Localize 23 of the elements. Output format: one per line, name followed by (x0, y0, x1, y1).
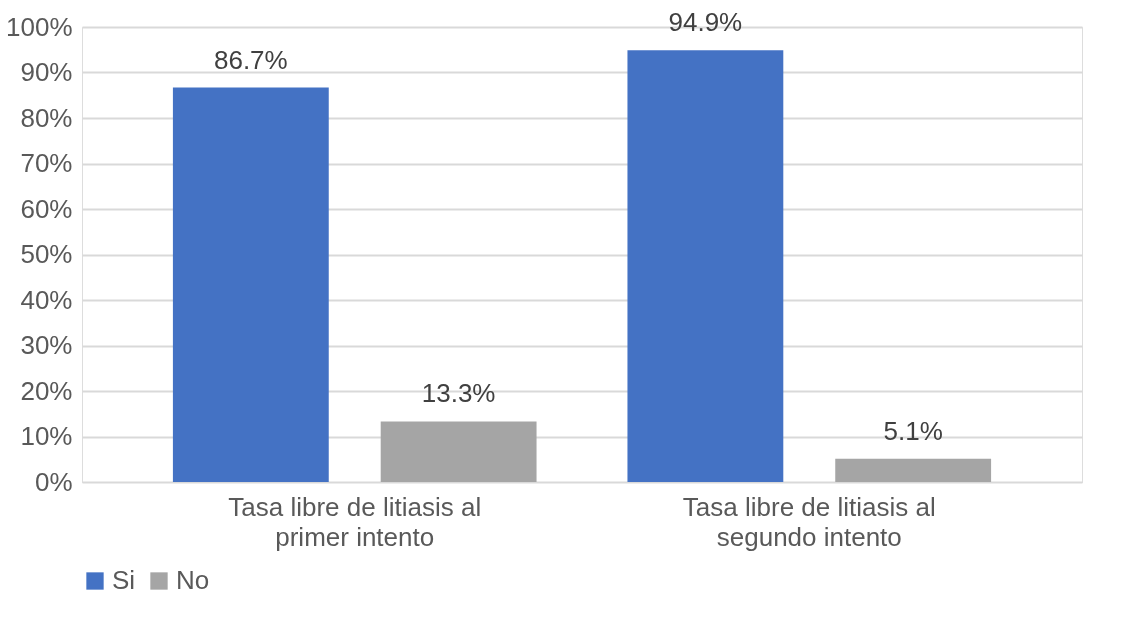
bar (627, 50, 784, 482)
y-tick-label: 60% (20, 193, 73, 224)
y-tick-label: 50% (20, 239, 73, 269)
x-tick-label: Tasa libre de litiasis al segundo intento (682, 491, 936, 552)
x-tick-label: Tasa libre de litiasis al primer intento (228, 491, 482, 552)
bar (172, 87, 329, 482)
data-label: 86.7% (213, 44, 288, 75)
y-tick-label: 90% (20, 57, 73, 87)
data-label: 94.9% (668, 7, 743, 38)
y-tick-label: 0% (34, 466, 73, 497)
bar (835, 458, 992, 482)
data-label: 13.3% (421, 378, 496, 409)
y-tick-label: 20% (20, 375, 73, 406)
y-tick-label: 40% (20, 284, 73, 315)
y-tick-label: 100% (6, 11, 73, 42)
y-tick-label: 80% (20, 102, 73, 133)
y-tick-label: 30% (20, 330, 73, 360)
y-tick-label: 70% (20, 148, 73, 178)
legend-label: No (176, 565, 210, 595)
y-tick-label: 10% (20, 421, 73, 451)
bar (380, 421, 537, 482)
legend-label: Si (112, 565, 136, 595)
data-label: 5.1% (883, 415, 943, 446)
